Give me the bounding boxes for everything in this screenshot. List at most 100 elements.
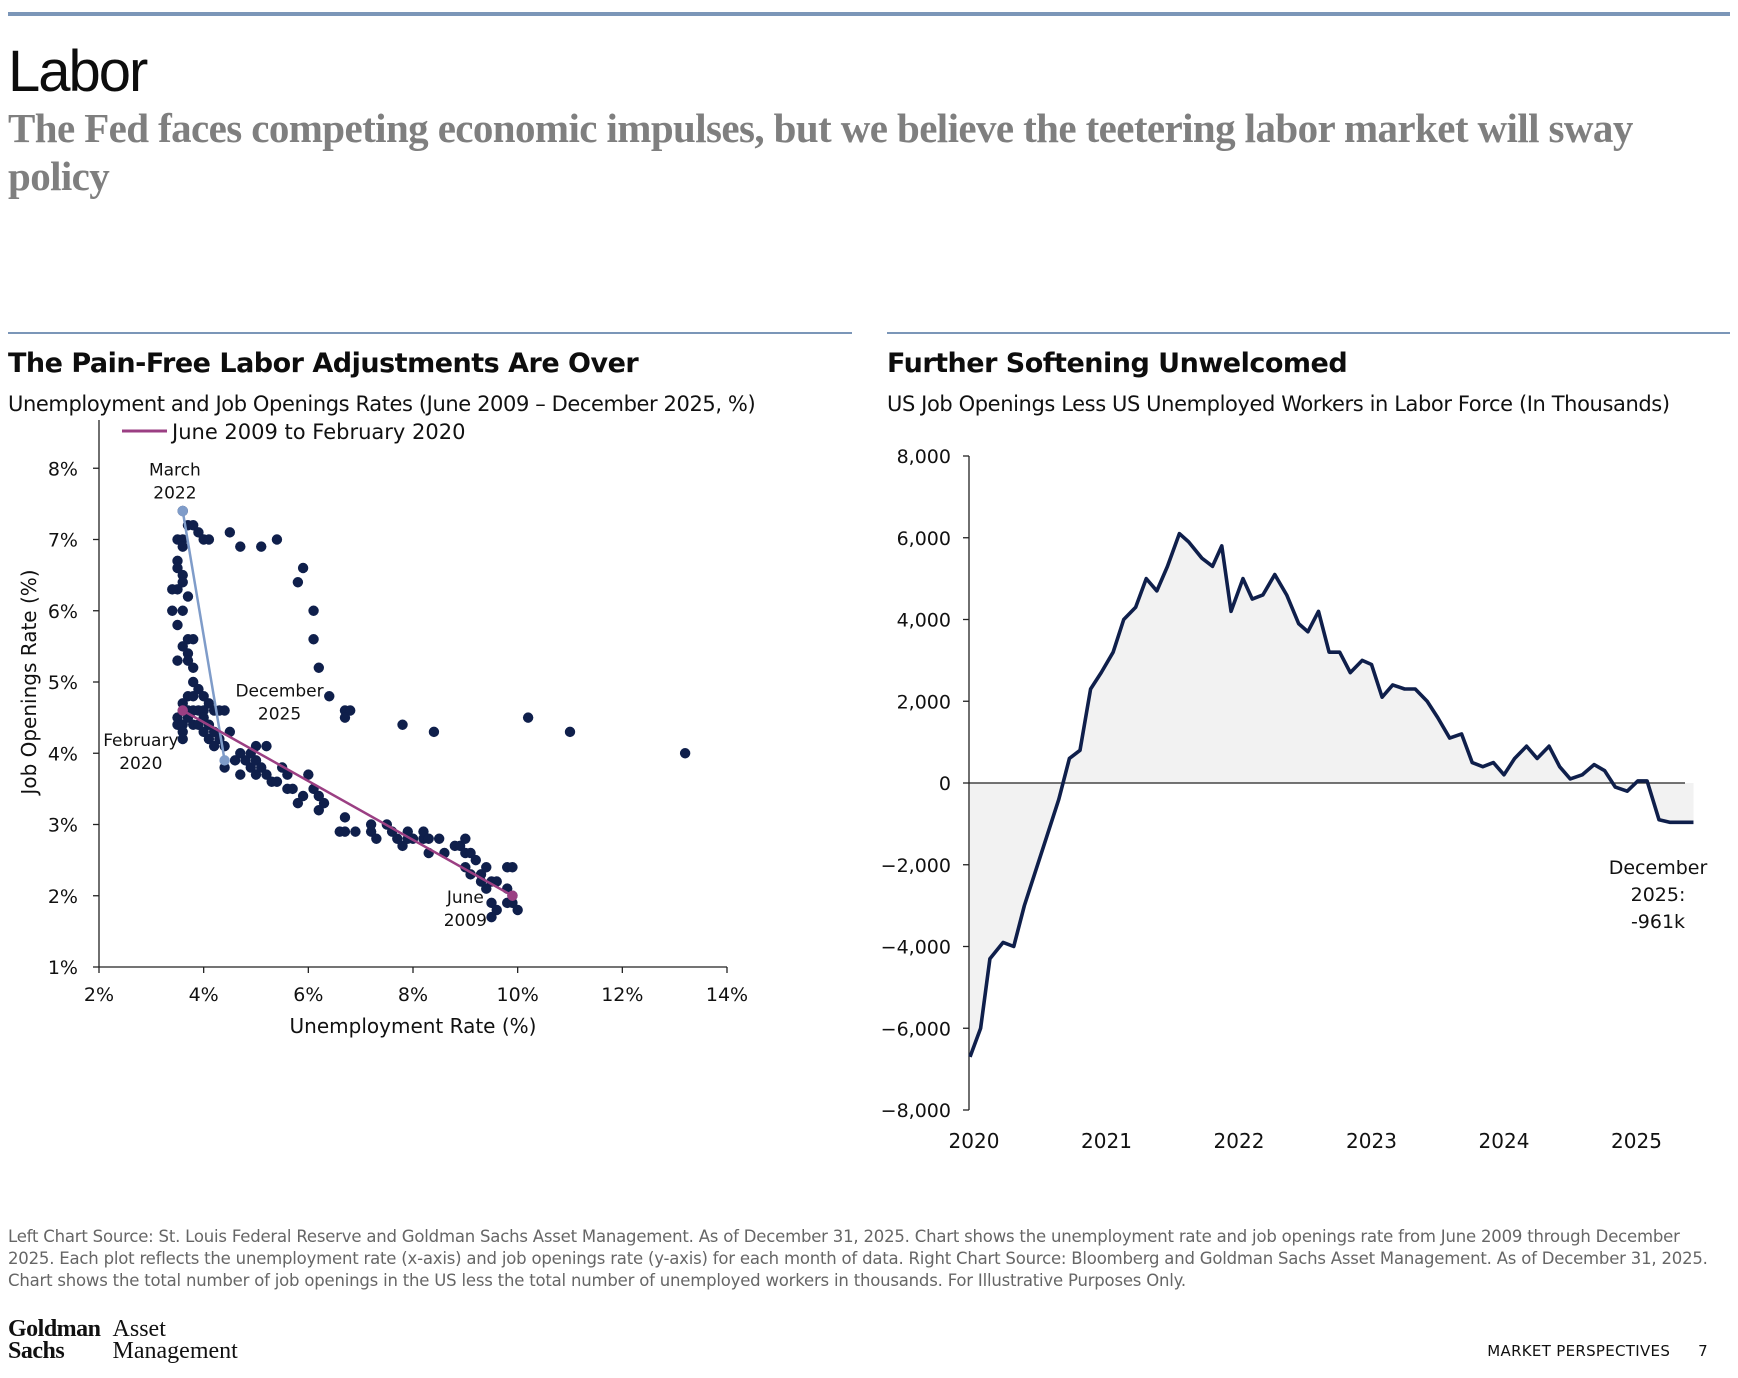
scatter-point [308,605,319,616]
scatter-point [188,520,199,531]
y-tick-label: 5% [48,672,78,694]
scatter-point [208,740,220,752]
scatter-point [240,755,251,766]
scatter-point [188,662,199,673]
scatter-point [250,769,262,780]
scatter-point [324,691,335,702]
x-tick-label: 14% [706,984,748,1006]
scatter-point [182,591,194,602]
left-panel-rule [8,332,852,334]
scatter-point [297,790,309,802]
scatter-point [465,847,476,859]
x-tick-label: 10% [497,984,539,1006]
y-axis-title: Job Openings Rate (%) [17,569,41,796]
scatter-point [172,619,183,631]
page-subtitle: The Fed faces competing economic impulse… [8,105,1633,199]
scatter-point [177,605,188,616]
x-tick-label: 4% [189,984,219,1006]
scatter-point [507,862,518,873]
scatter-point [219,705,230,716]
area-line-layer [968,531,1694,1058]
scatter-point [256,762,267,773]
scatter-point [564,726,576,738]
scatter-point [177,569,188,581]
legend-label: June 2009 to February 2020 [170,420,465,444]
scatter-point [339,826,351,837]
scatter-point [397,719,408,730]
scatter-point [250,755,262,766]
scatter-point [271,776,283,787]
scatter-point [423,833,434,844]
scatter-point [182,648,194,659]
scatter-point [203,733,215,745]
scatter-point [350,826,361,837]
scatter-point [182,655,194,666]
y-tick-label: 7% [48,530,78,552]
right-panel-subtitle: US Job Openings Less US Unemployed Worke… [887,392,1670,416]
scatter-point [470,854,481,866]
area-chart: −8,000 −6,000 −4,000 −2,000 0 2,000 4,000 6,000… [881,446,1708,1153]
scatter-point [454,840,466,852]
scatter-point [193,683,204,695]
y-tick-label: −2,000 [881,855,951,877]
source-footnote: Left Chart Source: St. Louis Federal Res… [8,1227,1708,1290]
x-tick-label: 2% [84,984,114,1006]
y-tick-label: 6,000 [897,528,951,550]
y-tick-label: 4,000 [897,610,951,632]
scatter-labels: March 2022 to December 2025June 2009 to … [103,420,487,931]
scatter-point [177,641,188,652]
scatter-annotation: June [446,888,484,908]
y-tick-label: 3% [48,815,78,837]
x-tick-label: 6% [293,984,323,1006]
right-panel-rule [887,332,1730,334]
goldman-sachs-logo: Goldman Sachs Asset Management [8,1316,238,1364]
scatter-point [224,527,236,538]
scatter-point [198,705,209,716]
scatter-point [481,883,492,894]
scatter-point [339,812,351,823]
section-label: MARKET PERSPECTIVES [1487,1342,1671,1360]
scatter-point [203,698,215,709]
scatter-point [245,762,256,773]
trend-endpoint [177,505,188,517]
scatter-point [198,726,209,738]
x-tick-label: 2023 [1346,1129,1397,1153]
scatter-point [167,605,178,616]
logo-goldman: Goldman [8,1316,101,1342]
scatter-point [491,904,502,916]
y-tick-label: 8,000 [897,446,951,468]
scatter-point [172,555,183,567]
scatter-point [313,805,324,816]
scatter-point [371,833,382,844]
y-tick-label: 8% [48,458,78,480]
series-line [968,531,1694,1058]
scatter-point [287,783,298,795]
scatter-point [365,819,377,830]
trend-endpoint [507,890,518,901]
scatter-point [308,634,319,645]
scatter-point [345,705,356,716]
scatter-point [177,541,188,552]
x-tick-label: 2022 [1214,1129,1265,1153]
right-panel-title: Further Softening Unwelcomed [887,348,1348,379]
logo-sachs: Sachs [8,1338,65,1364]
scatter-point [313,662,324,673]
scatter-point [177,726,188,738]
scatter-point [397,840,408,852]
scatter-annotation: 2020 [119,754,162,774]
scatter-point [292,577,304,588]
end-value-annotation: -961k [1631,911,1685,933]
scatter-point [292,797,304,809]
scatter-axes: 1%2%3%4%5%6%7%8%9%2%4%6%8%10%12%14%Unemp… [17,420,748,1038]
scatter-point [522,712,534,723]
page-title: Labor [8,39,148,104]
scatter-point [219,762,230,773]
scatter-point [271,534,283,545]
end-value-annotation: 2025: [1631,884,1686,906]
scatter-annotation: March [149,460,201,480]
scatter-point [418,826,429,837]
scatter-point [188,634,199,645]
scatter-annotation: December [235,681,323,701]
scatter-point [172,712,183,723]
scatter-point [318,797,330,809]
